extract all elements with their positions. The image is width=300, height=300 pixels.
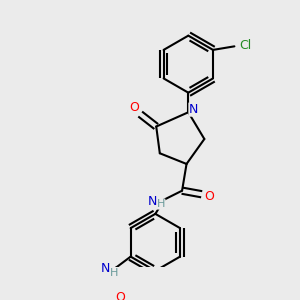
- Text: Cl: Cl: [239, 39, 251, 52]
- Text: O: O: [204, 190, 214, 202]
- Text: H: H: [110, 268, 118, 278]
- Text: N: N: [148, 195, 158, 208]
- Text: O: O: [115, 291, 125, 300]
- Text: H: H: [157, 199, 165, 209]
- Text: O: O: [129, 101, 139, 114]
- Text: N: N: [101, 262, 110, 275]
- Text: N: N: [189, 103, 198, 116]
